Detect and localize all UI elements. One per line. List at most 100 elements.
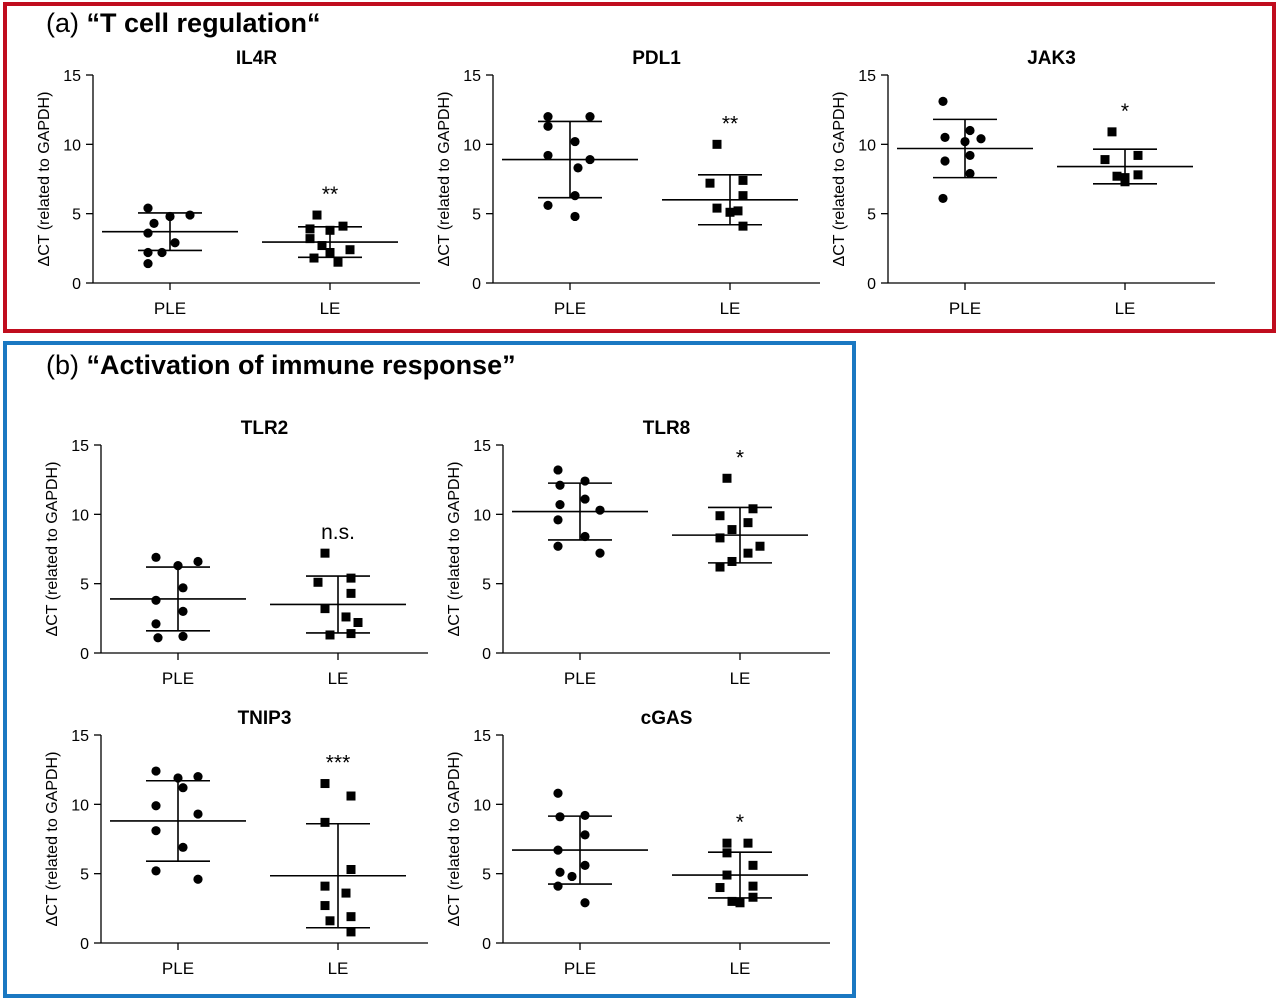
- significance-label: **: [322, 183, 338, 206]
- data-point: [553, 881, 563, 891]
- y-tick-label: 5: [482, 867, 491, 884]
- data-point: [1107, 127, 1117, 137]
- significance-label: n.s.: [321, 521, 355, 544]
- data-point: [151, 826, 161, 836]
- y-tick-label: 5: [482, 577, 491, 594]
- x-tick-label: LE: [320, 299, 341, 318]
- data-point: [346, 912, 356, 922]
- data-point: [345, 245, 355, 255]
- panel-b-title: “Activation of immune response”: [86, 350, 516, 380]
- data-point: [555, 812, 565, 822]
- significance-label: **: [722, 112, 738, 135]
- y-axis-label: ΔCT (related to GAPDH): [44, 462, 61, 637]
- data-point: [595, 548, 605, 558]
- data-point: [143, 247, 153, 258]
- significance-label: *: [736, 446, 744, 469]
- significance-label: ***: [326, 752, 351, 775]
- chart-jak3: JAK3 ΔCT (related to GAPDH) 0 5 10 15 PLE LE *: [831, 48, 1215, 318]
- data-point: [185, 210, 195, 220]
- data-point: [555, 867, 565, 877]
- data-point: [570, 136, 580, 147]
- data-point: [965, 150, 975, 161]
- chart-tlr2: TLR2 ΔCT (related to GAPDH) 0 5 10 15 PLE LE n.s…: [44, 418, 428, 688]
- data-point: [727, 525, 737, 535]
- data-point: [748, 892, 758, 902]
- chart-title: IL4R: [236, 48, 277, 69]
- data-point: [346, 629, 356, 639]
- data-point: [965, 125, 975, 136]
- data-point: [320, 901, 330, 911]
- data-point: [543, 200, 553, 210]
- data-point: [346, 865, 356, 875]
- data-point: [705, 178, 715, 188]
- x-tick-label: PLE: [154, 299, 186, 318]
- y-tick-label: 5: [867, 207, 876, 224]
- panel-a-label: (a): [46, 8, 79, 38]
- data-point: [960, 136, 970, 147]
- x-tick-label: PLE: [162, 669, 194, 688]
- data-point: [743, 518, 753, 528]
- data-point: [976, 134, 986, 144]
- y-tick-label: 10: [71, 507, 89, 524]
- y-tick-label: 0: [72, 276, 81, 293]
- data-point: [570, 211, 580, 222]
- data-point: [738, 191, 748, 201]
- y-tick-label: 15: [858, 68, 876, 85]
- data-point: [738, 221, 748, 231]
- data-point: [151, 766, 161, 776]
- data-point: [151, 595, 161, 605]
- data-point: [325, 247, 335, 257]
- data-point: [157, 247, 167, 258]
- data-point: [193, 772, 203, 782]
- data-point: [580, 898, 590, 908]
- y-tick-label: 0: [867, 276, 876, 293]
- data-point: [325, 916, 335, 926]
- data-point: [346, 927, 356, 937]
- data-point: [143, 258, 153, 269]
- data-point: [338, 221, 348, 231]
- data-point: [555, 500, 565, 510]
- y-tick-label: 0: [80, 936, 89, 953]
- y-axis-label: ΔCT (related to GAPDH): [44, 752, 61, 927]
- x-tick-label: PLE: [564, 959, 596, 978]
- data-point: [305, 224, 315, 234]
- data-point: [346, 588, 356, 598]
- data-point: [580, 494, 590, 504]
- data-point: [341, 888, 351, 898]
- y-tick-label: 15: [71, 728, 89, 745]
- data-point: [143, 203, 153, 213]
- data-point: [178, 606, 188, 616]
- data-point: [1133, 150, 1143, 160]
- data-point: [178, 842, 188, 852]
- chart-title: TLR8: [643, 418, 691, 439]
- data-point: [543, 150, 553, 161]
- data-point: [305, 234, 315, 244]
- y-tick-label: 0: [482, 936, 491, 953]
- data-point: [965, 168, 975, 179]
- data-point: [748, 504, 758, 514]
- data-point: [320, 817, 330, 827]
- y-tick-label: 0: [482, 646, 491, 663]
- data-point: [178, 631, 188, 641]
- data-point: [580, 476, 590, 486]
- x-tick-label: PLE: [554, 299, 586, 318]
- data-point: [733, 206, 743, 216]
- panel-b-frame: [3, 341, 856, 998]
- data-point: [317, 241, 327, 251]
- panel-a-heading: (a) “T cell regulation“: [46, 8, 321, 39]
- panel-a-title: “T cell regulation“: [86, 8, 321, 38]
- data-point: [173, 561, 183, 571]
- data-point: [346, 573, 356, 583]
- data-point: [320, 881, 330, 891]
- data-point: [193, 809, 203, 819]
- data-point: [553, 465, 563, 475]
- data-point: [722, 848, 732, 858]
- data-point: [727, 896, 737, 906]
- chart-title: PDL1: [632, 48, 681, 69]
- data-point: [727, 556, 737, 566]
- data-point: [748, 881, 758, 891]
- x-tick-label: PLE: [162, 959, 194, 978]
- data-point: [143, 228, 153, 238]
- y-axis-label: ΔCT (related to GAPDH): [831, 92, 848, 267]
- data-point: [333, 257, 343, 267]
